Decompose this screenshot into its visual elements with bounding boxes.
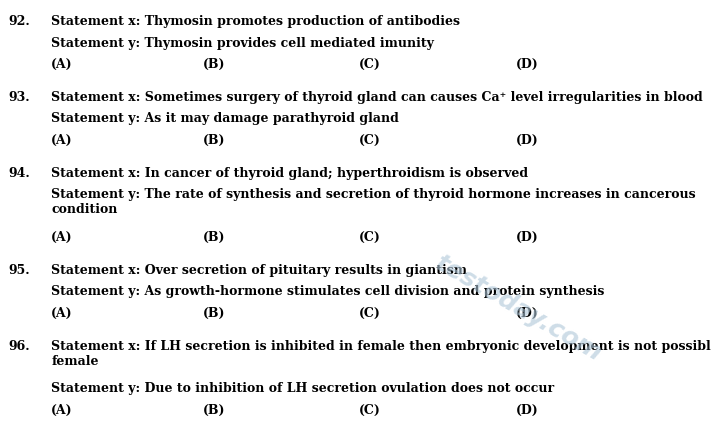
Text: (C): (C) [359,404,381,416]
Text: Statement y: As growth-hormone stimulates cell division and protein synthesis: Statement y: As growth-hormone stimulate… [51,285,604,298]
Text: Statement x: Sometimes surgery of thyroid gland can causes Ca⁺ level irregularit: Statement x: Sometimes surgery of thyroi… [51,91,703,104]
Text: (A): (A) [51,306,73,319]
Text: (C): (C) [359,306,381,319]
Text: (B): (B) [203,306,225,319]
Text: (C): (C) [359,58,381,71]
Text: (B): (B) [203,134,225,146]
Text: Statement y: The rate of synthesis and secretion of thyroid hormone increases in: Statement y: The rate of synthesis and s… [51,188,696,216]
Text: (D): (D) [515,134,538,146]
Text: (D): (D) [515,306,538,319]
Text: 93.: 93. [9,91,30,104]
Text: Statement x: In cancer of thyroid gland; hyperthroidism is observed: Statement x: In cancer of thyroid gland;… [51,167,528,180]
Text: (A): (A) [51,58,73,71]
Text: 95.: 95. [9,264,30,277]
Text: (B): (B) [203,58,225,71]
Text: testoday.com: testoday.com [432,251,606,366]
Text: (C): (C) [359,134,381,146]
Text: Statement y: Due to inhibition of LH secretion ovulation does not occur: Statement y: Due to inhibition of LH sec… [51,382,555,395]
Text: Statement y: Thymosin provides cell mediated imunity: Statement y: Thymosin provides cell medi… [51,37,434,49]
Text: (A): (A) [51,231,73,243]
Text: 96.: 96. [9,340,30,353]
Text: Statement x: Thymosin promotes production of antibodies: Statement x: Thymosin promotes productio… [51,15,460,28]
Text: (A): (A) [51,404,73,416]
Text: (C): (C) [359,231,381,243]
Text: (B): (B) [203,404,225,416]
Text: Statement y: As it may damage parathyroid gland: Statement y: As it may damage parathyroi… [51,112,399,125]
Text: Statement x: If LH secretion is inhibited in female then embryonic development i: Statement x: If LH secretion is inhibite… [51,340,711,368]
Text: (D): (D) [515,231,538,243]
Text: (B): (B) [203,231,225,243]
Text: (D): (D) [515,404,538,416]
Text: 94.: 94. [9,167,31,180]
Text: Statement x: Over secretion of pituitary results in giantism: Statement x: Over secretion of pituitary… [51,264,467,277]
Text: (A): (A) [51,134,73,146]
Text: 92.: 92. [9,15,31,28]
Text: (D): (D) [515,58,538,71]
